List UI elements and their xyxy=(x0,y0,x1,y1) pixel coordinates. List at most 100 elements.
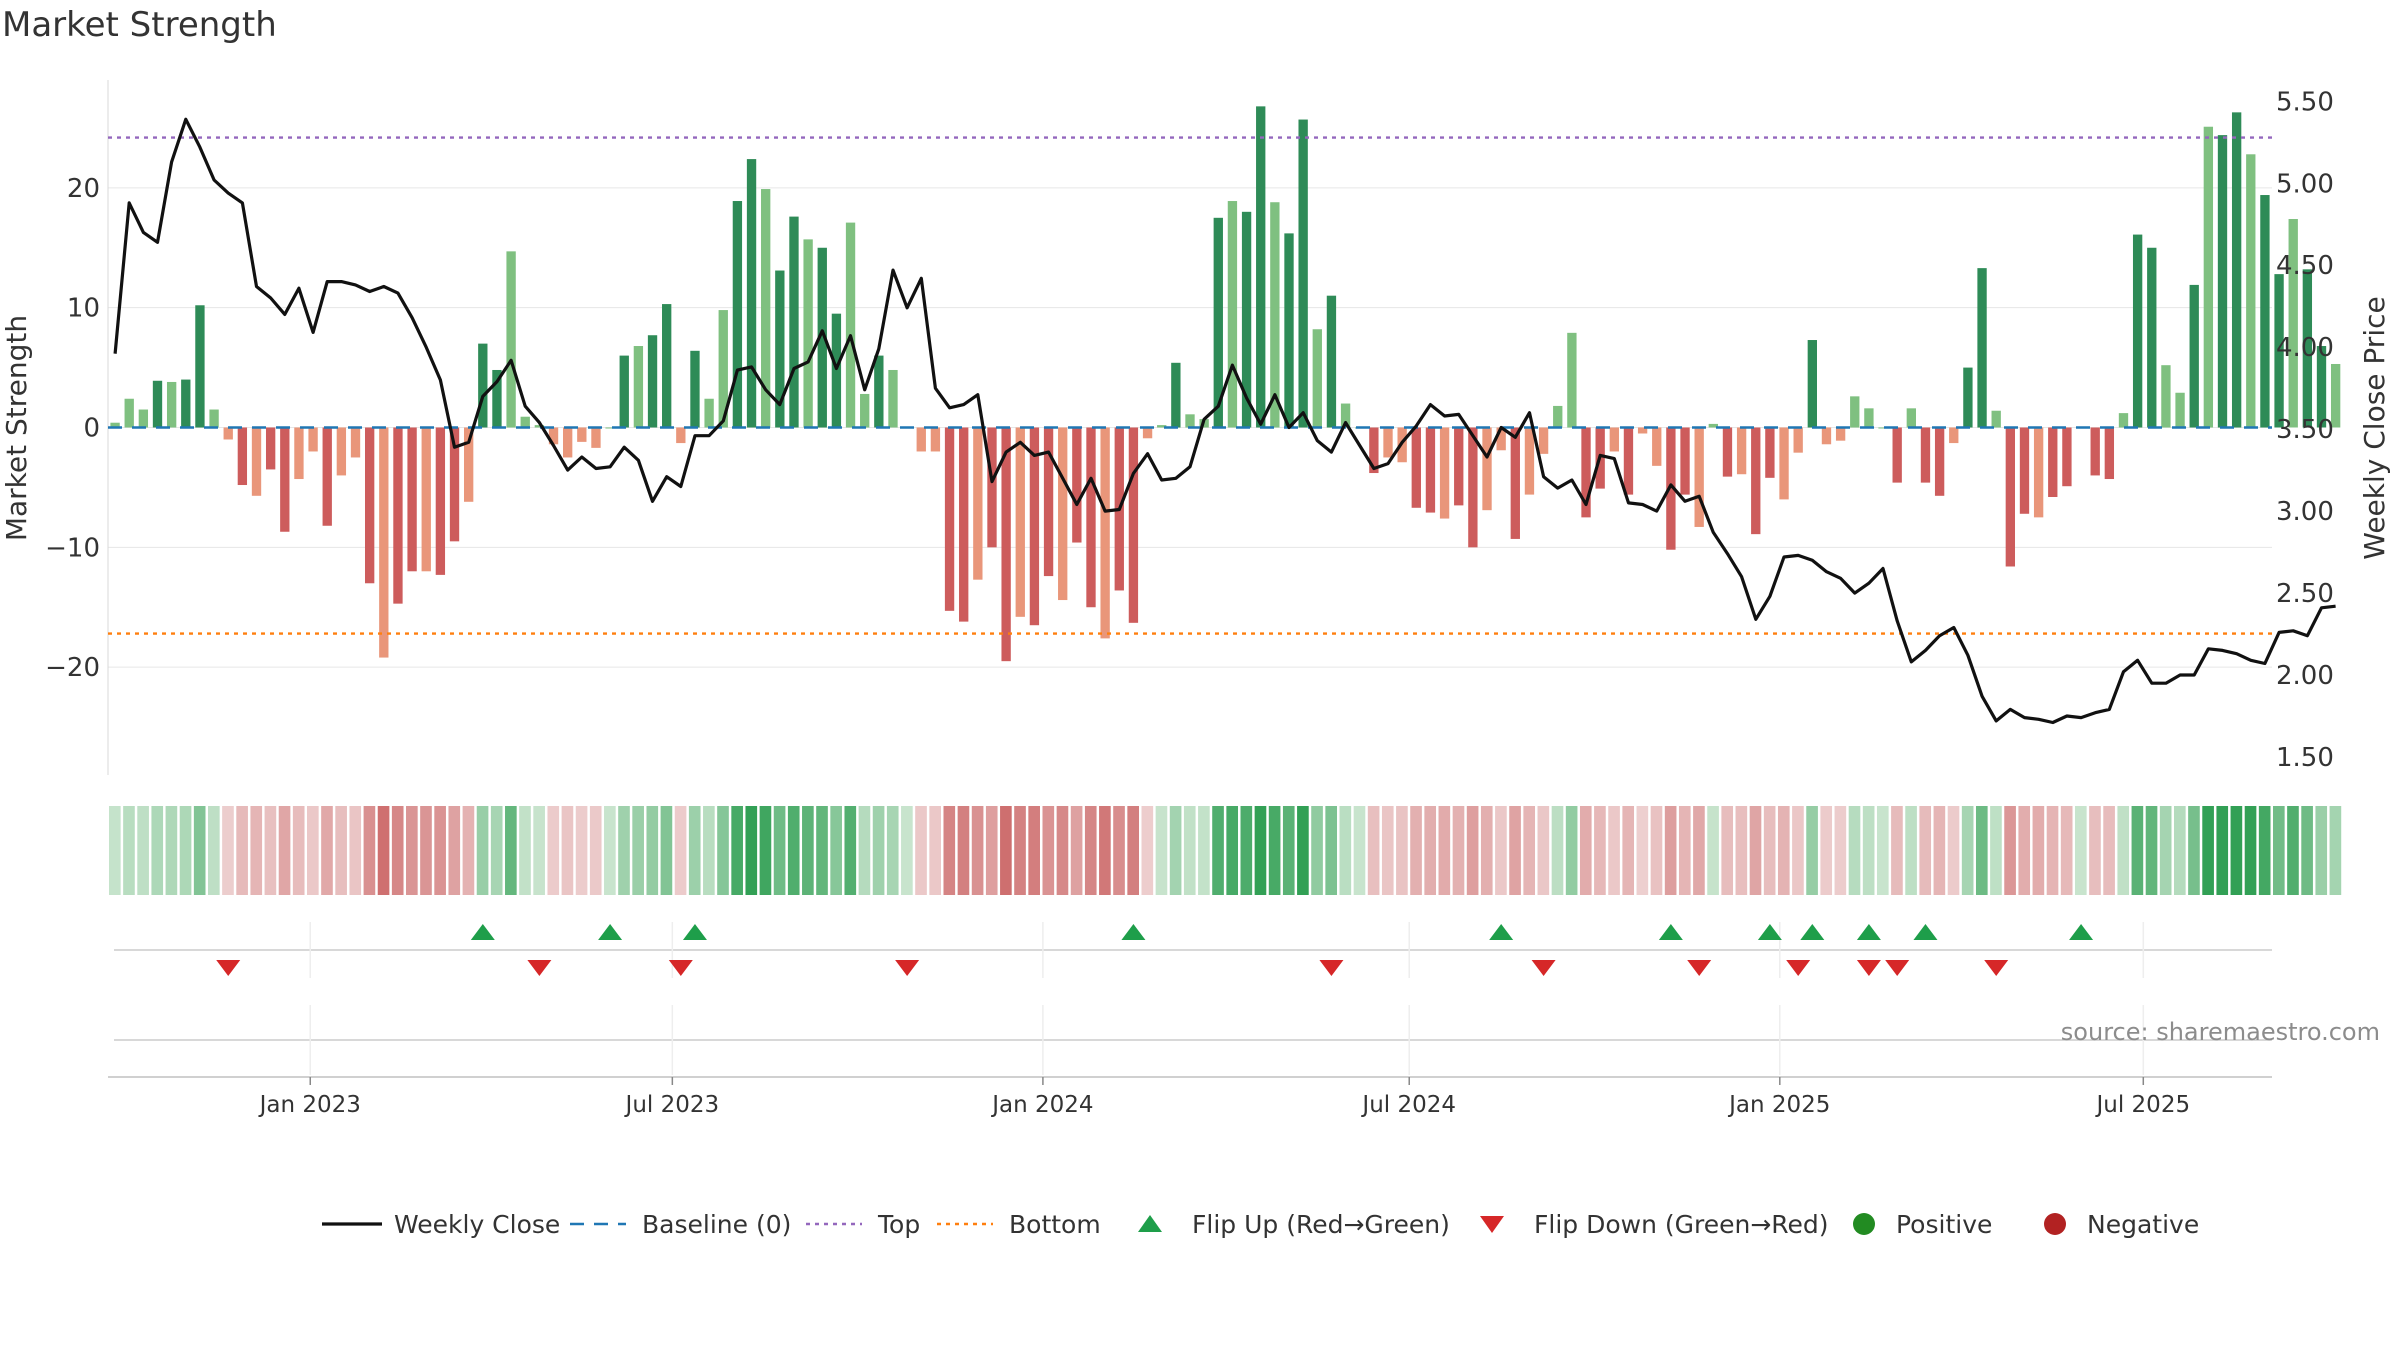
left-y-axis: −20 −10 0 10 20 xyxy=(45,174,100,683)
strength-bar-6 xyxy=(195,305,205,428)
strength-bar-154 xyxy=(2288,219,2298,428)
strength-bar-2 xyxy=(138,409,149,428)
strength-bar-133 xyxy=(1991,410,2001,428)
left-tick-label-3: 10 xyxy=(67,294,100,324)
heat-cell-3 xyxy=(151,806,164,895)
right-tick-label-8: 5.50 xyxy=(2276,87,2334,117)
heat-cell-142 xyxy=(2117,806,2130,895)
heat-cell-122 xyxy=(1834,806,1847,895)
right-tick-label-4: 3.50 xyxy=(2276,415,2334,445)
heat-cell-80 xyxy=(1240,806,1253,895)
heat-cell-73 xyxy=(1141,806,1154,895)
heat-cell-96 xyxy=(1466,806,1479,895)
strength-bar-124 xyxy=(1864,408,1874,428)
heat-cell-40 xyxy=(674,806,687,895)
heat-cell-45 xyxy=(745,806,758,895)
flip-down-marker-8 xyxy=(1856,960,1881,976)
strength-bar-23 xyxy=(435,427,446,575)
strength-bar-132 xyxy=(1977,268,1987,428)
strength-bar-31 xyxy=(548,427,559,445)
strength-bar-80 xyxy=(1241,211,1252,428)
heat-cell-27 xyxy=(490,806,503,895)
strength-bar-24 xyxy=(449,427,460,542)
strength-bar-69 xyxy=(1086,427,1096,608)
reference-lines xyxy=(108,136,2272,635)
strength-bar-82 xyxy=(1270,202,1280,428)
strength-bar-11 xyxy=(265,427,276,470)
strength-bar-79 xyxy=(1227,201,1238,428)
strength-bar-19 xyxy=(379,427,389,658)
strength-bar-58 xyxy=(930,427,941,452)
heat-cell-56 xyxy=(901,806,913,895)
heat-cell-139 xyxy=(2074,806,2087,895)
heat-cell-12 xyxy=(278,806,291,895)
heat-cell-67 xyxy=(1056,806,1069,895)
strength-bar-137 xyxy=(2048,427,2058,497)
heat-cell-5 xyxy=(179,806,192,895)
strength-bar-155 xyxy=(2302,269,2313,428)
heat-cell-69 xyxy=(1084,806,1097,895)
legend-swatch-5 xyxy=(1480,1216,1504,1233)
strength-bar-131 xyxy=(1963,367,1973,428)
strength-bar-9 xyxy=(237,427,248,486)
strength-bar-119 xyxy=(1793,427,1803,453)
heat-cell-30 xyxy=(533,806,545,895)
heat-cell-35 xyxy=(604,806,616,895)
heat-cell-127 xyxy=(1905,806,1917,895)
heat-cell-48 xyxy=(787,806,800,895)
left-y-axis-label: Market Strength xyxy=(0,315,33,541)
heat-cell-46 xyxy=(759,806,772,895)
strength-bar-125 xyxy=(1878,427,1888,429)
strength-bar-135 xyxy=(2019,427,2030,514)
heat-cell-137 xyxy=(2046,806,2059,895)
strength-bar-94 xyxy=(1439,427,1450,519)
strength-bar-75 xyxy=(1171,362,1181,428)
strength-bar-33 xyxy=(577,427,587,442)
flip-down-marker-5 xyxy=(1531,960,1556,976)
heat-cell-89 xyxy=(1367,806,1380,895)
heat-cell-59 xyxy=(943,806,956,895)
strength-bar-13 xyxy=(294,427,304,480)
strength-bar-76 xyxy=(1185,414,1195,428)
strength-bar-107 xyxy=(1623,427,1634,495)
heat-cell-82 xyxy=(1268,806,1281,895)
strength-bar-120 xyxy=(1807,340,1817,428)
flip-down-marker-6 xyxy=(1687,960,1712,976)
heat-cell-128 xyxy=(1919,806,1932,895)
strength-bar-27 xyxy=(492,369,502,428)
flip-up-marker-5 xyxy=(1658,924,1683,940)
strength-bar-62 xyxy=(987,427,997,548)
strength-bar-74 xyxy=(1157,425,1167,428)
heat-cell-11 xyxy=(264,806,277,895)
legend-item-4: Flip Up (Red→Green) xyxy=(1138,1210,1450,1239)
heat-cell-0 xyxy=(109,806,121,895)
strength-bar-12 xyxy=(280,427,290,532)
strength-bar-112 xyxy=(1694,427,1704,527)
strength-bar-34 xyxy=(591,427,601,448)
strength-bar-22 xyxy=(421,427,431,572)
flip-down-marker-0 xyxy=(216,960,241,976)
strength-bars xyxy=(110,106,2341,662)
x-tick-label-1: Jul 2023 xyxy=(624,1092,720,1118)
heat-cell-31 xyxy=(547,806,560,895)
heat-cell-79 xyxy=(1226,806,1239,895)
heat-cell-83 xyxy=(1282,806,1295,895)
heat-cell-104 xyxy=(1579,806,1592,895)
strength-bar-157 xyxy=(2330,363,2341,428)
heat-cell-136 xyxy=(2032,806,2045,895)
heat-cell-120 xyxy=(1806,806,1818,895)
legend-label-3: Bottom xyxy=(1009,1210,1101,1239)
strength-bar-114 xyxy=(1722,427,1733,477)
strength-bar-113 xyxy=(1708,423,1718,428)
legend-swatch-7 xyxy=(2044,1213,2066,1235)
heat-cell-7 xyxy=(208,806,220,895)
heat-cell-65 xyxy=(1028,806,1040,895)
strength-bar-47 xyxy=(775,270,785,428)
strength-bar-7 xyxy=(209,409,219,428)
strength-bar-72 xyxy=(1128,427,1139,623)
right-tick-label-5: 4.00 xyxy=(2276,333,2334,363)
heat-cell-39 xyxy=(660,806,673,895)
heat-cell-36 xyxy=(618,806,630,895)
heat-cell-43 xyxy=(717,806,729,895)
strength-bar-95 xyxy=(1454,427,1464,506)
